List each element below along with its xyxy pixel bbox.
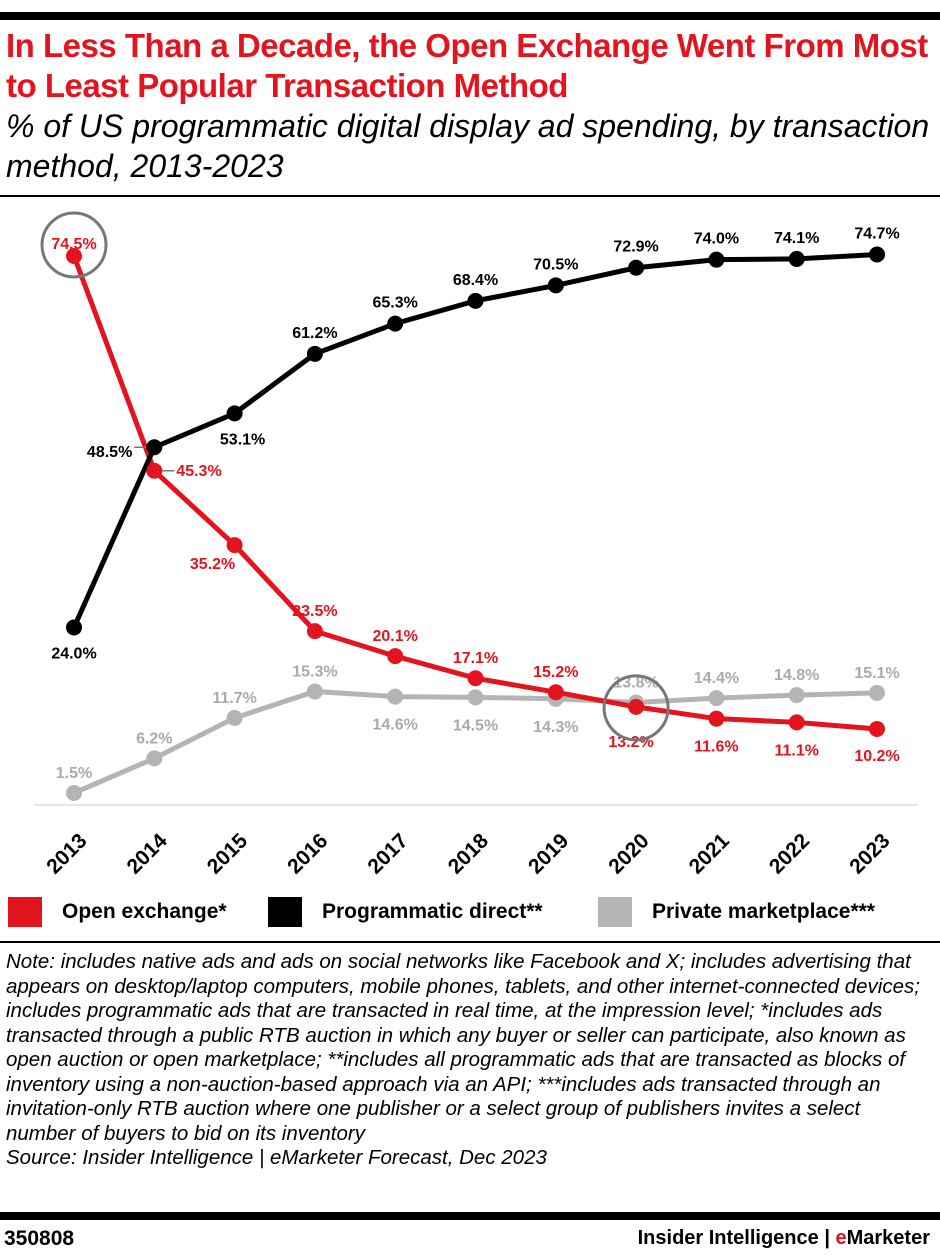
chart-title: In Less Than a Decade, the Open Exchange…: [6, 27, 928, 104]
data-label: 10.2%: [854, 748, 899, 765]
data-point: [66, 247, 82, 264]
data-point: [226, 537, 243, 554]
data-point: [66, 619, 82, 636]
x-tick-label: 2014: [123, 829, 173, 879]
data-label: 14.6%: [373, 717, 418, 734]
data-point: [788, 250, 805, 267]
data-label: 6.2%: [136, 730, 172, 747]
data-label: 11.7%: [212, 690, 256, 707]
data-point: [306, 345, 323, 362]
legend-label: Programmatic direct**: [322, 900, 543, 923]
data-label: 68.4%: [453, 272, 498, 289]
data-point: [628, 698, 645, 715]
top-rule: [0, 12, 940, 20]
data-label: 20.1%: [373, 628, 418, 645]
x-tick-label: 2013: [42, 829, 91, 878]
legend-item-open-exchange: Open exchange*: [8, 897, 227, 927]
data-label: 72.9%: [613, 239, 658, 256]
legend-divider: [0, 941, 940, 943]
series-line-2: [73, 688, 878, 796]
brand-logo: Insider Intelligence | eMarketer: [637, 1227, 930, 1249]
data-label: 61.2%: [292, 325, 337, 342]
data-label: 14.3%: [533, 719, 578, 736]
data-label: 74.0%: [694, 231, 739, 248]
legend-swatch: [598, 897, 632, 927]
data-point: [708, 710, 725, 727]
data-point: [226, 405, 243, 422]
data-label: 23.5%: [292, 603, 337, 620]
chart-id: 350808: [4, 1227, 75, 1250]
bottom-rule: [0, 1212, 940, 1220]
data-label: 11.6%: [694, 739, 738, 756]
data-point: [628, 259, 645, 276]
data-point: [66, 784, 82, 801]
data-point: [547, 684, 564, 701]
data-point: [387, 315, 404, 332]
data-label: 74.5%: [51, 236, 96, 253]
data-point: [869, 246, 885, 263]
highlight-circle: [602, 674, 670, 742]
data-label: 17.1%: [453, 650, 498, 667]
chart-subtitle: % of US programmatic digital display ad …: [6, 108, 930, 184]
data-label: 14.8%: [774, 667, 819, 684]
data-label: 1.5%: [56, 765, 92, 782]
data-label: 74.7%: [854, 226, 899, 243]
legend-item-programmatic-direct: Programmatic direct**: [268, 897, 543, 927]
note-text: Note: includes native ads and ads on soc…: [6, 950, 920, 1145]
data-point: [869, 720, 885, 737]
data-point: [146, 462, 163, 479]
notes: Note: includes native ads and ads on soc…: [6, 950, 931, 1171]
data-point: [387, 688, 404, 705]
data-label: 15.3%: [292, 663, 337, 680]
data-point: [547, 277, 564, 294]
x-tick-label: 2015: [203, 829, 253, 879]
header-divider: [0, 195, 940, 197]
legend-label: Private marketplace***: [652, 900, 875, 923]
data-point: [788, 714, 805, 731]
data-point: [387, 648, 404, 665]
legend-swatch: [8, 897, 42, 927]
data-point: [306, 623, 323, 640]
x-tick-label: 2022: [765, 829, 814, 878]
data-point: [708, 690, 725, 707]
legend-swatch: [268, 897, 302, 927]
x-tick-label: 2017: [363, 829, 412, 878]
highlight-circle: [40, 211, 108, 279]
x-tick-label: 2020: [604, 829, 653, 878]
line-chart: 1.5%6.2%11.7%15.3%14.6% 14.5% 14.3%13.8% 14…: [34, 211, 918, 879]
data-point: [306, 683, 323, 700]
data-point: [146, 750, 163, 767]
data-label: 70.5%: [533, 256, 578, 273]
data-label: 15.2%: [533, 664, 578, 681]
data-label: 15.1%: [854, 665, 899, 682]
data-point: [467, 292, 484, 309]
data-point: [788, 687, 805, 704]
data-label: 11.1%: [774, 742, 818, 759]
x-tick-label: 2023: [845, 829, 894, 878]
data-label: 74.1%: [774, 230, 819, 247]
data-point: [467, 670, 484, 687]
data-label: 35.2%: [190, 556, 235, 573]
legend: Open exchange* Programmatic direct** Pri…: [0, 897, 940, 931]
x-tick-label: 2018: [444, 829, 494, 879]
data-point: [708, 251, 725, 268]
legend-item-private-marketplace: Private marketplace***: [598, 897, 875, 927]
x-tick-label: 2019: [524, 829, 573, 878]
x-tick-label: 2021: [685, 829, 735, 879]
data-label: 48.5%: [87, 444, 132, 461]
data-label: 45.3%: [176, 463, 221, 480]
x-tick-label: 2016: [283, 829, 332, 878]
data-point: [869, 684, 885, 701]
data-point: [146, 439, 163, 456]
legend-label: Open exchange*: [62, 900, 227, 923]
data-label: 14.5%: [453, 717, 498, 734]
source-text: Source: Insider Intelligence | eMarketer…: [6, 1146, 547, 1169]
data-label: 53.1%: [220, 431, 265, 448]
data-label: 24.0%: [51, 645, 96, 662]
data-label: 65.3%: [373, 295, 418, 312]
data-point: [467, 689, 484, 706]
data-label: 14.4%: [694, 670, 739, 687]
data-point: [226, 709, 243, 726]
